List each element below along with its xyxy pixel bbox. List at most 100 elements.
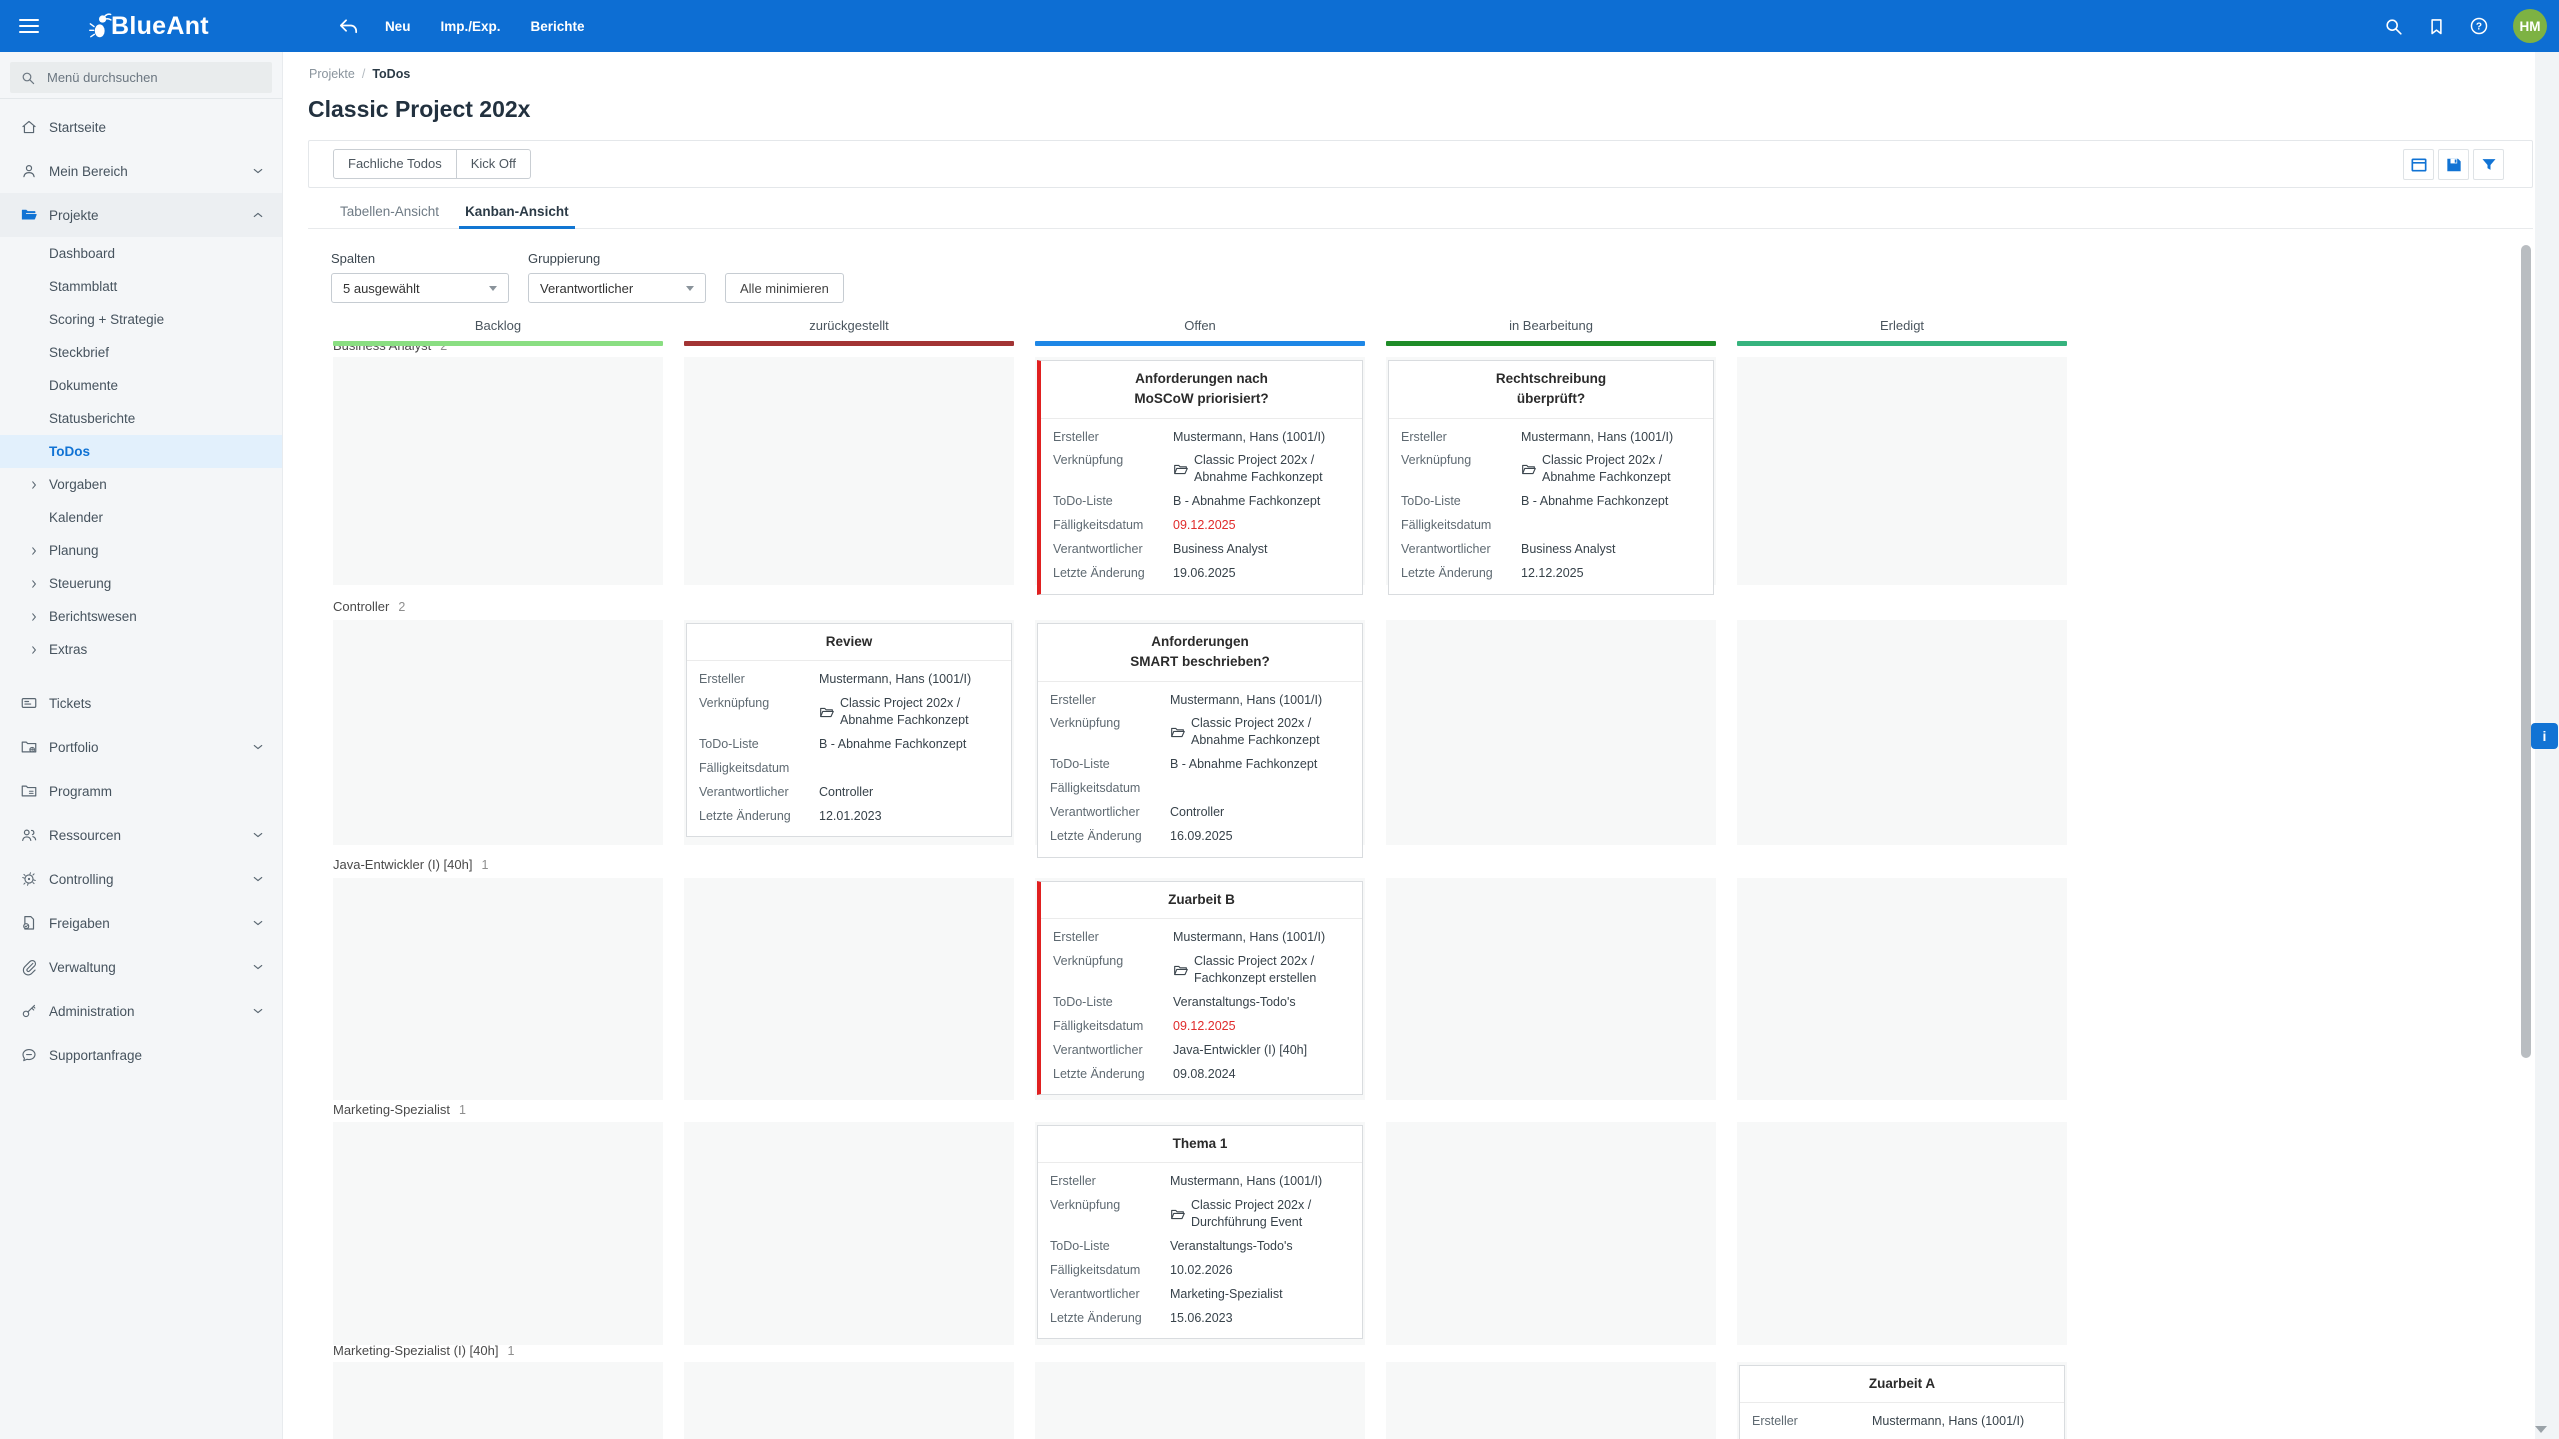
sidebar-item-administration[interactable]: Administration <box>0 989 282 1033</box>
card-field-value: B - Abnahme Fachkonzept <box>1521 494 1669 509</box>
sidebar-item-ressourcen[interactable]: Ressourcen <box>0 813 282 857</box>
sidebar-item-stammblatt[interactable]: Stammblatt <box>0 270 282 303</box>
todo-card-thema-1[interactable]: Thema 1 Ersteller Mustermann, Hans (1001/I… <box>1037 1125 1363 1340</box>
kick-off-button[interactable]: Kick Off <box>456 149 531 179</box>
menu-icon[interactable] <box>16 13 42 39</box>
column-header-zurückgestellt: zurückgestellt <box>809 318 889 333</box>
target-icon <box>20 870 38 888</box>
sidebar-item-projekte[interactable]: Projekte <box>0 193 282 237</box>
chevron-right-icon <box>27 544 41 558</box>
sidebar-item-controlling[interactable]: Controlling <box>0 857 282 901</box>
brand-logo[interactable]: BlueAnt <box>86 11 209 41</box>
breadcrumb-projekte[interactable]: Projekte <box>309 67 355 81</box>
column-strip-offen <box>1035 341 1365 346</box>
grouping-select[interactable]: Verantwortlicher <box>528 273 706 303</box>
group-name: Business Analyst <box>333 346 431 353</box>
board-scrollbar-thumb[interactable] <box>2521 245 2531 1058</box>
sidebar-item-verwaltung[interactable]: Verwaltung <box>0 945 282 989</box>
sidebar-item-portfolio[interactable]: Portfolio <box>0 725 282 769</box>
sidebar-item-dokumente[interactable]: Dokumente <box>0 369 282 402</box>
sidebar-item-mein-bereich[interactable]: Mein Bereich <box>0 149 282 193</box>
group-header-controller[interactable]: Controller 2 <box>333 599 405 614</box>
sidebar-item-dashboard[interactable]: Dashboard <box>0 237 282 270</box>
back-icon[interactable] <box>337 14 361 38</box>
kanban-cell <box>333 357 663 585</box>
card-link-text[interactable]: Classic Project 202x /Fachkonzept erstel… <box>1194 954 1317 985</box>
sidebar-item-startseite[interactable]: Startseite <box>0 105 282 149</box>
card-link-text[interactable]: Classic Project 202x / Abnahme Fachkonzep… <box>1194 453 1323 485</box>
card-field-label: Verknüpfung <box>1050 1198 1121 1213</box>
panel-icon[interactable] <box>2403 149 2434 180</box>
card-link-text[interactable]: Classic Project 202x / Abnahme Fachkonzep… <box>1191 716 1320 748</box>
kanban-cell <box>1737 878 2067 1100</box>
kanban-cell <box>684 878 1014 1100</box>
card-field-value: 09.08.2024 <box>1173 1066 1236 1081</box>
sidebar-item-planung[interactable]: Planung <box>0 534 282 567</box>
kanban-cell <box>1035 1362 1365 1439</box>
card-field-value: Mustermann, Hans (1001/I) <box>1521 429 1674 444</box>
group-header-marketing-spezialist[interactable]: Marketing-Spezialist 1 <box>333 1102 466 1117</box>
card-field-label: ToDo-Liste <box>699 736 759 751</box>
menu-search-input[interactable] <box>45 69 259 86</box>
tab-tabellen-ansicht[interactable]: Tabellen-Ansicht <box>340 204 440 219</box>
sidebar-search[interactable] <box>10 62 272 93</box>
search-icon[interactable] <box>2382 15 2404 37</box>
card-link-text[interactable]: Classic Project 202x / Durchführung Event <box>1191 1198 1312 1229</box>
sidebar-item-programm[interactable]: Programm <box>0 769 282 813</box>
info-button[interactable]: i <box>2531 723 2558 749</box>
scroll-down-icon[interactable] <box>2535 1426 2547 1433</box>
sidebar-item-tickets[interactable]: Tickets <box>0 681 282 725</box>
topbar-nav-berichte[interactable]: Berichte <box>530 18 585 34</box>
todo-card-anforderungen-smart-beschrieben[interactable]: Anforderungen SMART beschrieben? Ersteller… <box>1037 623 1363 858</box>
topbar-nav-neu[interactable]: Neu <box>384 18 411 34</box>
filter-icon[interactable] <box>2473 149 2504 180</box>
sidebar-item-kalender[interactable]: Kalender <box>0 501 282 534</box>
sidebar-item-scoring-strategie[interactable]: Scoring + Strategie <box>0 303 282 336</box>
collapse-all-button[interactable]: Alle minimieren <box>725 273 844 303</box>
sidebar-item-statusberichte[interactable]: Statusberichte <box>0 402 282 435</box>
card-field-label: Fälligkeitsdatum <box>1053 518 1144 532</box>
todo-card-zuarbeit-b[interactable]: Zuarbeit B Ersteller Mustermann, Hans (100… <box>1037 881 1363 1096</box>
sidebar-item-steuerung[interactable]: Steuerung <box>0 567 282 600</box>
group-header-marketing-spezialist-i-40h[interactable]: Marketing-Spezialist (I) [40h] 1 <box>333 1343 514 1358</box>
sidebar-item-label: Administration <box>49 1003 135 1019</box>
kanban-cell <box>1737 357 2067 585</box>
card-link-text[interactable]: Classic Project 202x / Abnahme Fachkonzep… <box>1542 453 1671 485</box>
todo-card-anforderungen-nach-moscow-priorisiert[interactable]: Anforderungen nach MoSCoW priorisiert? Ers… <box>1037 360 1363 595</box>
card-title: Anforderungen SMART beschrieben? <box>1038 624 1362 682</box>
paperclip-icon <box>20 958 38 976</box>
help-icon[interactable]: ? <box>2468 15 2490 37</box>
bookmark-icon[interactable] <box>2425 15 2447 37</box>
todo-card-review[interactable]: Review Ersteller Mustermann, Hans (1001/I)… <box>686 623 1012 838</box>
kanban-cell <box>333 1122 663 1345</box>
column-header-backlog: Backlog <box>474 318 522 333</box>
todo-card-rechtschreibung-überprüft[interactable]: Rechtschreibung überprüft? Ersteller Muster… <box>1388 360 1714 595</box>
fachliche-todos-button[interactable]: Fachliche Todos <box>333 149 457 179</box>
sidebar-item-freigaben[interactable]: Freigaben <box>0 901 282 945</box>
card-field-value: Classic Project 202x / Abnahme Fachkonzep… <box>1170 715 1350 749</box>
topbar-nav-imp-exp[interactable]: Imp./Exp. <box>440 18 501 34</box>
group-header-business-analyst[interactable]: Business Analyst 2 <box>333 346 447 353</box>
columns-select[interactable]: 5 ausgewählt <box>331 273 509 303</box>
sidebar-item-vorgaben[interactable]: Vorgaben <box>0 468 282 501</box>
card-field-label: Fälligkeitsdatum <box>1050 781 1141 795</box>
key-icon <box>20 1002 38 1020</box>
toolbar-icons <box>2403 149 2504 180</box>
todo-card-zuarbeit-a[interactable]: Zuarbeit A Ersteller Mustermann, Hans (100… <box>1739 1365 2065 1439</box>
card-link-text[interactable]: Classic Project 202x / Abnahme Fachkonzep… <box>840 696 969 727</box>
todo-list-buttons: Fachliche Todos Kick Off <box>333 149 531 179</box>
sidebar-item-todos[interactable]: ToDos <box>0 435 282 468</box>
sidebar-item-supportanfrage[interactable]: Supportanfrage <box>0 1033 282 1077</box>
folder-icon <box>1170 1198 1185 1231</box>
group-header-java-entwickler-i-40h[interactable]: Java-Entwickler (I) [40h] 1 <box>333 857 488 872</box>
avatar[interactable]: HM <box>2513 9 2547 43</box>
tab-kanban-ansicht[interactable]: Kanban-Ansicht <box>459 195 575 229</box>
card-field-label: ToDo-Liste <box>1401 494 1461 509</box>
card-field-label: Letzte Änderung <box>1401 565 1493 580</box>
sidebar-item-berichtswesen[interactable]: Berichtswesen <box>0 600 282 633</box>
sidebar-item-steckbrief[interactable]: Steckbrief <box>0 336 282 369</box>
save-icon[interactable] <box>2438 149 2469 180</box>
card-field-value: 10.02.2026 <box>1170 1262 1233 1277</box>
card-fields: Ersteller Mustermann, Hans (1001/I) Verknü… <box>1038 682 1362 857</box>
sidebar-item-extras[interactable]: Extras <box>0 633 282 666</box>
